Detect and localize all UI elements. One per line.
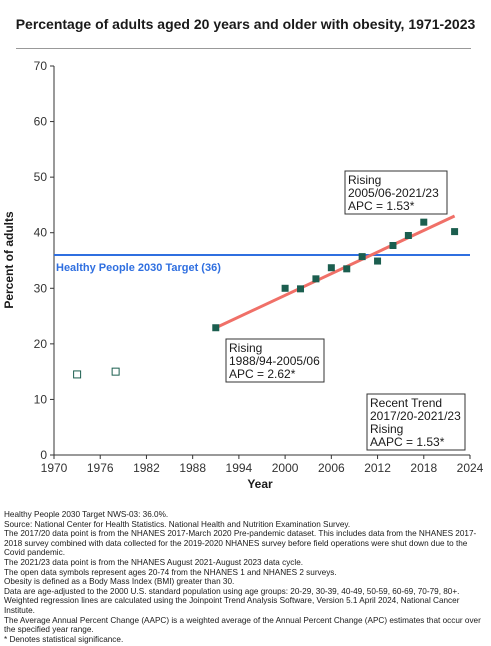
x-tick-label: 1988 bbox=[179, 461, 206, 475]
open-data-point bbox=[111, 367, 120, 376]
chart-title: Percentage of adults aged 20 years and o… bbox=[15, 16, 476, 32]
filled-data-point bbox=[420, 218, 428, 226]
x-tick-label: 1970 bbox=[41, 461, 68, 475]
footnote-line: Weighted regression lines are calculated… bbox=[4, 596, 460, 615]
footnote-line: The Average Annual Percent Change (AAPC)… bbox=[4, 615, 481, 635]
footnote-line: * Denotes statistical significance. bbox=[4, 634, 124, 644]
footnote-line: The open data symbols represent ages 20-… bbox=[4, 567, 337, 577]
annotation-line: Rising bbox=[348, 173, 381, 187]
obesity-chart: 0 10 20 30 40 50 60 70 1970 1976 1982 1988 1994 2000… bbox=[2, 59, 484, 491]
annotation-line: 2017/20-2021/23 bbox=[370, 409, 461, 423]
filled-data-point bbox=[404, 231, 412, 239]
y-tick-label: 30 bbox=[34, 281, 48, 295]
filled-data-point bbox=[212, 324, 220, 332]
footnotes: Healthy People 2030 Target NWS-03: 36.0%… bbox=[4, 510, 488, 644]
y-tick-label: 40 bbox=[34, 226, 48, 240]
footnote-line: Obesity is defined as a Body Mass Index … bbox=[4, 577, 235, 587]
x-tick-label: 2006 bbox=[318, 461, 345, 475]
filled-data-point bbox=[374, 257, 382, 265]
annotation-line: Rising bbox=[229, 341, 262, 355]
x-tick-label: 2000 bbox=[272, 461, 299, 475]
annotation-line: AAPC = 1.53* bbox=[370, 435, 445, 449]
y-tick-label: 0 bbox=[40, 448, 47, 462]
y-tick-label: 60 bbox=[34, 115, 48, 129]
annotation-frame bbox=[344, 170, 448, 215]
filled-data-point bbox=[312, 275, 320, 283]
x-tick-label: 2018 bbox=[410, 461, 437, 475]
filled-data-point bbox=[327, 264, 335, 272]
y-tick-label: 20 bbox=[34, 337, 48, 351]
x-tick-label: 2024 bbox=[457, 461, 484, 475]
annotation-line: Recent Trend bbox=[370, 396, 442, 410]
filled-data-point bbox=[451, 228, 459, 236]
x-tick-label: 1982 bbox=[133, 461, 160, 475]
filled-data-point bbox=[343, 265, 351, 273]
footnote-line: Data are age-adjusted to the 2000 U.S. s… bbox=[4, 586, 460, 596]
y-axis-label: Percent of adults bbox=[2, 211, 16, 309]
open-data-point bbox=[73, 370, 82, 379]
x-tick-label: 1994 bbox=[226, 461, 253, 475]
filled-data-point bbox=[297, 285, 305, 293]
y-tick-label: 10 bbox=[34, 392, 48, 406]
filled-data-point bbox=[358, 253, 366, 261]
annotation-line: APC = 2.62* bbox=[229, 367, 296, 381]
regression-line bbox=[215, 214, 456, 330]
y-tick-label: 70 bbox=[34, 59, 48, 73]
filled-data-point bbox=[389, 241, 397, 249]
annotation-frame bbox=[225, 338, 325, 383]
annotation-line: 1988/94-2005/06 bbox=[229, 354, 320, 368]
footnote-line: The 2021/23 data point is from the NHANE… bbox=[4, 557, 304, 567]
annotation-line: 2005/06-2021/23 bbox=[348, 186, 439, 200]
filled-data-point bbox=[281, 284, 289, 292]
x-tick-label: 1976 bbox=[87, 461, 114, 475]
footnote-line: Healthy People 2030 Target NWS-03: 36.0%… bbox=[4, 510, 169, 519]
title-divider bbox=[16, 48, 471, 49]
target-label: Healthy People 2030 Target (36) bbox=[56, 262, 221, 274]
x-tick-label: 2012 bbox=[364, 461, 391, 475]
x-axis-label: Year bbox=[247, 477, 273, 491]
footnote-line: Source: National Center for Health Stati… bbox=[4, 519, 351, 529]
annotation-line: Rising bbox=[370, 422, 403, 436]
footnote-line: The 2017/20 data point is from the NHANE… bbox=[4, 529, 477, 558]
annotation-frame bbox=[366, 393, 466, 451]
y-tick-label: 50 bbox=[34, 170, 48, 184]
annotation-line: APC = 1.53* bbox=[348, 199, 415, 213]
